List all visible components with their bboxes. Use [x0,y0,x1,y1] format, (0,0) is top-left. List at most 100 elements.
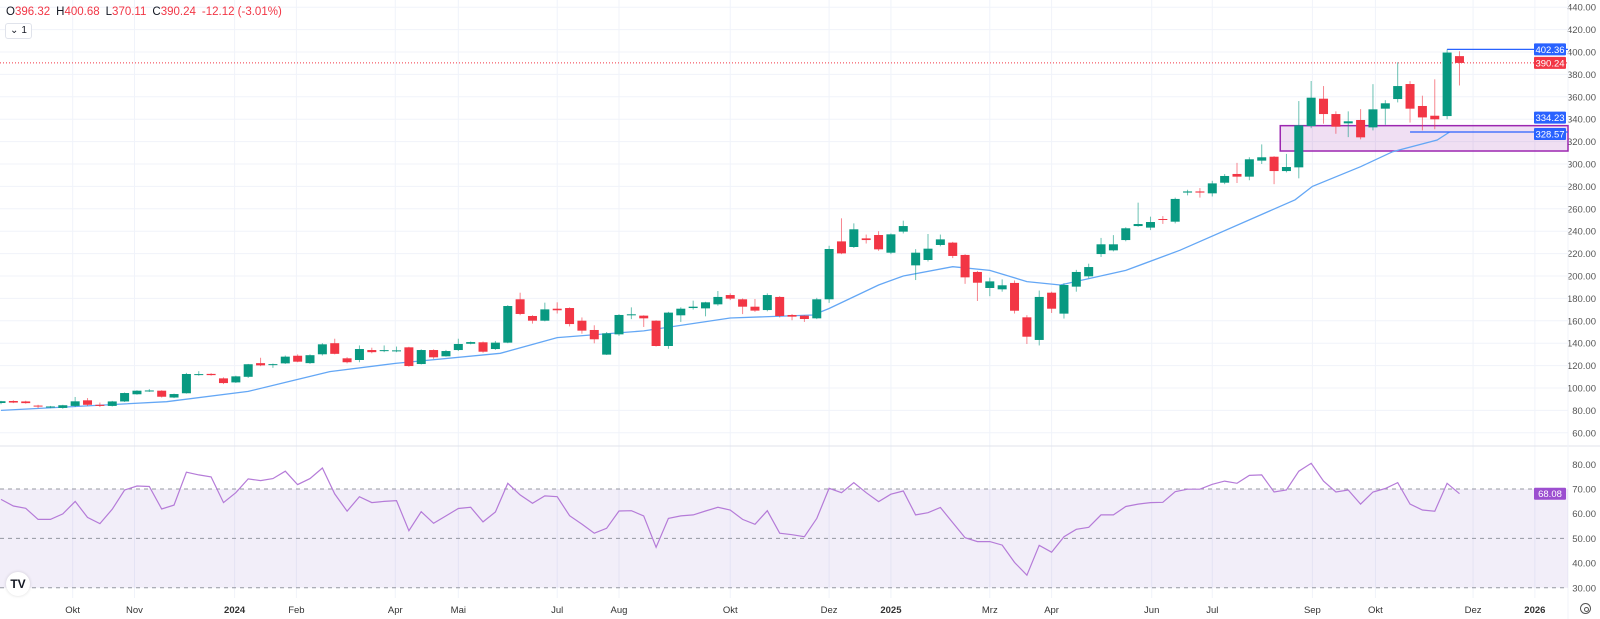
price-tick-label: 200.00 [1567,272,1596,283]
candle [1417,95,1427,131]
price-tick-label: 80.00 [1572,406,1596,417]
candle-body [886,234,896,253]
time-tick-label: Jun [1144,605,1159,616]
candle-body [1232,173,1242,177]
candle [95,402,105,408]
indicator-toggle-button[interactable]: ⌄ 1 [5,23,32,39]
candle [1442,49,1452,120]
candle [132,390,142,395]
candle-body [83,400,93,405]
rsi-value-label: 68.08 [1538,489,1562,500]
candle-body [836,241,846,254]
price-tick-label: 260.00 [1567,204,1596,215]
candle-body [1034,296,1044,340]
candle [589,325,599,344]
candle-body [404,347,414,367]
rsi-line [0,462,1460,577]
candle [503,305,513,344]
candle-body [1257,157,1267,161]
candle-body [1047,292,1057,309]
candle-body [1220,175,1230,183]
legend-close: C390.24 [152,6,196,18]
candle [972,270,982,301]
candle [280,355,290,364]
gear-icon[interactable] [1580,603,1591,614]
candle [923,234,933,262]
candle-body [787,314,797,317]
candle-body [1108,244,1118,251]
candle-body [132,390,142,395]
candle [330,338,340,355]
tradingview-logo[interactable]: TV [6,572,30,596]
candle [429,349,439,359]
candle [985,277,995,297]
candle [824,245,834,303]
legend-low: L370.11 [105,6,147,18]
indicator-count: 1 [21,25,27,36]
time-tick-label: Mai [451,605,466,616]
candle [1121,227,1131,242]
candle-body [354,349,364,360]
legend-change: -12.12 (-3.01%) [201,6,282,18]
rsi-tick-label: 50.00 [1572,534,1596,545]
candle [1356,109,1366,140]
candle [639,315,649,327]
candle-body [1133,224,1143,227]
candle-body [577,320,587,331]
candle [1380,100,1390,125]
candle-body [614,314,624,335]
candle-body [725,295,735,299]
candle-body [898,226,908,232]
candle-body [1010,282,1020,311]
candle [1232,162,1242,184]
price-tick-label: 280.00 [1567,182,1596,193]
candle [404,346,414,367]
candle [1220,174,1230,185]
candle [997,279,1007,292]
candle-body [453,343,463,351]
candle-body [663,312,673,346]
candle-body [1269,156,1279,172]
candle [552,302,562,314]
candle-body [824,249,834,300]
candle [120,392,130,402]
candle [1257,144,1267,164]
candle [565,307,575,327]
candle [750,298,760,312]
candle [1430,79,1440,130]
candle [775,296,785,318]
last-price-label-bg [1534,56,1566,69]
candle-body [515,299,525,314]
candle [1010,280,1020,314]
candle-body [0,401,6,404]
candle [181,372,191,394]
candle [762,293,772,312]
candle [441,349,451,357]
candle [663,311,673,349]
rsi-tick-label: 40.00 [1572,559,1596,570]
rsi-tick-label: 60.00 [1572,509,1596,520]
candle [1454,51,1464,86]
candle-body [1084,267,1094,277]
candle [1269,156,1279,185]
candle-body [379,350,389,352]
candle-body [1207,183,1217,194]
candle [874,231,884,251]
candle-body [305,355,315,364]
price-tick-label: 320.00 [1567,137,1596,148]
zone-price-label-bg [1534,111,1566,124]
candle-body [1244,159,1254,177]
rsi-tick-label: 80.00 [1572,460,1596,471]
candle [342,357,352,364]
candle-body [738,299,748,307]
candle-body [540,309,550,321]
candle [1084,263,1094,279]
candle [194,371,204,376]
candle-body [565,308,575,325]
sma-price-label: 328.57 [1535,130,1564,141]
price-tick-label: 400.00 [1567,48,1596,59]
candle [83,398,93,406]
candle-body [8,400,18,403]
time-tick-label: Apr [1044,605,1059,616]
